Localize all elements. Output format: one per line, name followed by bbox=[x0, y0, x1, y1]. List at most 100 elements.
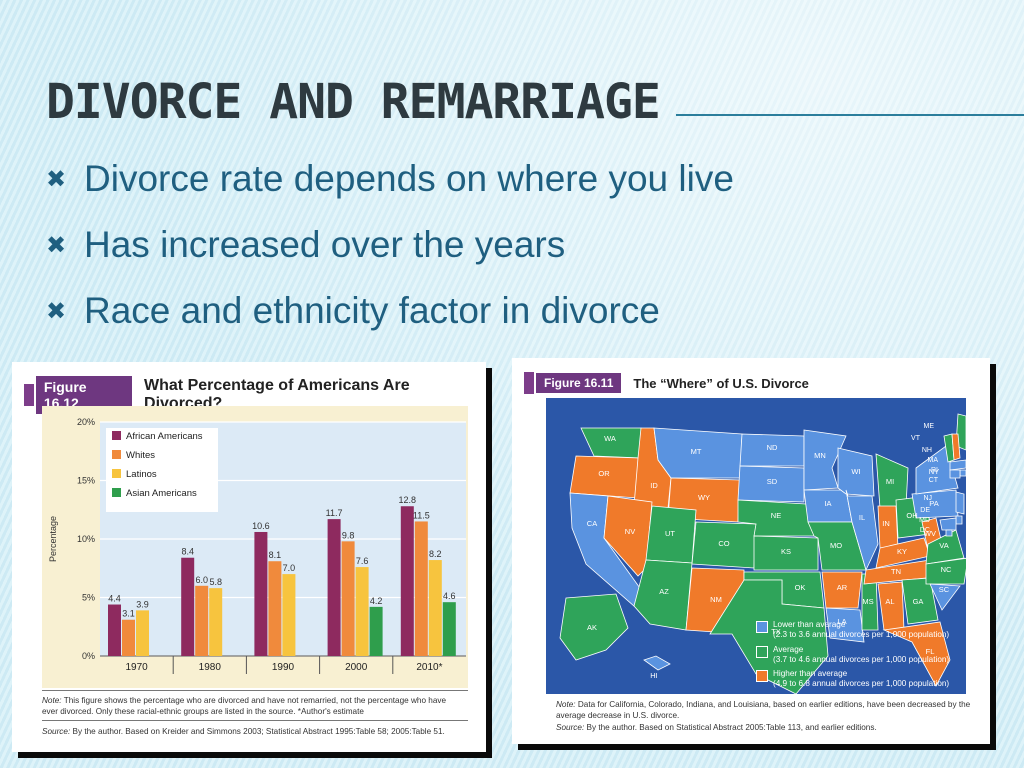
state-nc bbox=[925, 557, 966, 585]
state-ct bbox=[949, 469, 961, 479]
bar bbox=[428, 560, 442, 656]
state-label: FL bbox=[926, 647, 935, 656]
state-label: ME bbox=[924, 423, 935, 430]
state-label: PA bbox=[929, 499, 938, 508]
bar bbox=[181, 557, 195, 656]
bar bbox=[414, 521, 428, 656]
state-label: NC bbox=[941, 565, 952, 574]
state-label: MA bbox=[928, 457, 939, 464]
state-ar bbox=[821, 571, 863, 609]
legend-entry: Asian Americans bbox=[126, 488, 197, 499]
data-label: 12.8 bbox=[399, 495, 417, 505]
state-label: HI bbox=[650, 671, 658, 680]
figure-note: Note: Data for California, Colorado, Ind… bbox=[556, 699, 976, 721]
map-labels: WA OR CA ID NV MT WY UT AZ CO NM ND SD NE KS OK TX MN IA MO… bbox=[587, 423, 952, 680]
bar bbox=[400, 506, 414, 656]
legend-detail: (2.3 to 3.6 annual divorces per 1,000 po… bbox=[773, 630, 950, 640]
y-tick-label: 0% bbox=[82, 651, 95, 661]
data-label: 11.7 bbox=[326, 508, 343, 518]
legend-label: Average bbox=[773, 644, 804, 654]
state-label: NH bbox=[922, 447, 932, 454]
state-ga bbox=[901, 577, 939, 625]
note-label: Note: bbox=[556, 700, 576, 709]
state-label: WV bbox=[924, 529, 936, 538]
data-label: 4.2 bbox=[370, 596, 383, 606]
slide-title: DIVORCE AND REMARRIAGE bbox=[46, 74, 661, 130]
state-label: VT bbox=[911, 435, 921, 442]
legend-swatch-lower bbox=[756, 621, 768, 633]
figure-note: Note: This figure shows the percentage w… bbox=[42, 695, 462, 717]
data-label: 3.1 bbox=[122, 609, 135, 619]
source-text: By the author. Based on Kreider and Simm… bbox=[72, 727, 445, 736]
data-label: 6.0 bbox=[195, 575, 208, 585]
y-tick-label: 5% bbox=[82, 593, 95, 603]
state-label: MO bbox=[830, 541, 842, 550]
note-text: Data for California, Colorado, Indiana, … bbox=[556, 700, 971, 721]
state-de bbox=[955, 515, 963, 525]
figure-rule bbox=[42, 690, 468, 691]
state-label: MN bbox=[814, 451, 826, 460]
legend-swatch bbox=[112, 488, 121, 497]
bar bbox=[195, 585, 209, 656]
state-label: TN bbox=[891, 567, 901, 576]
data-label: 7.6 bbox=[356, 556, 369, 566]
state-label: CO bbox=[718, 539, 729, 548]
state-md bbox=[939, 517, 957, 531]
figure-title: The “Where” of U.S. Divorce bbox=[633, 375, 809, 391]
legend-detail: (4.9 to 6.8 annual divorces per 1,000 po… bbox=[773, 679, 950, 689]
state-mn bbox=[803, 429, 847, 491]
state-label: GA bbox=[913, 597, 924, 606]
bar bbox=[268, 561, 282, 656]
state-label: ND bbox=[767, 443, 778, 452]
state-label: NE bbox=[771, 511, 781, 520]
state-label: KY bbox=[897, 547, 907, 556]
x-tick-label: 2000 bbox=[345, 662, 368, 673]
bar bbox=[341, 541, 355, 656]
bullet-list: ✖ Divorce rate depends on where you live … bbox=[46, 146, 734, 344]
data-label: 8.4 bbox=[181, 547, 194, 557]
state-ma bbox=[949, 459, 966, 471]
x-mark-icon: ✖ bbox=[46, 165, 67, 193]
bullet-item: ✖ Divorce rate depends on where you live bbox=[46, 146, 734, 212]
data-label: 5.8 bbox=[209, 577, 222, 587]
legend-entry: African Americans bbox=[126, 431, 203, 442]
legend-swatch bbox=[112, 431, 121, 440]
bar bbox=[355, 567, 369, 656]
map-legend: Lower than average (2.3 to 3.6 annual div… bbox=[756, 620, 949, 694]
legend-detail: (3.7 to 4.6 annual divorces per 1,000 po… bbox=[773, 654, 950, 664]
us-divorce-map: WA OR CA ID NV MT WY UT AZ CO NM ND SD NE KS OK TX MN IA MO… bbox=[546, 398, 966, 694]
legend-swatch bbox=[112, 469, 121, 478]
bullet-text: Has increased over the years bbox=[84, 224, 566, 265]
state-wi bbox=[837, 447, 875, 497]
map-states bbox=[559, 413, 966, 694]
legend-label: Lower than average bbox=[773, 620, 846, 629]
state-label: MD bbox=[919, 517, 930, 524]
x-tick-label: 1970 bbox=[125, 662, 148, 673]
source-text: By the author. Based on Statistical Abst… bbox=[586, 723, 877, 732]
state-hi bbox=[643, 655, 671, 671]
state-label: AL bbox=[885, 597, 894, 606]
state-label: NV bbox=[625, 527, 635, 536]
state-label: AR bbox=[837, 583, 848, 592]
state-sd bbox=[737, 465, 805, 503]
state-dc bbox=[945, 529, 953, 537]
state-label: VA bbox=[939, 541, 948, 550]
state-label: DC bbox=[920, 527, 930, 534]
state-label: NY bbox=[929, 467, 939, 476]
bullet-item: ✖ Race and ethnicity factor in divorce bbox=[46, 278, 734, 344]
state-nj bbox=[955, 491, 965, 515]
data-label: 11.5 bbox=[413, 510, 430, 520]
legend-swatch-average bbox=[756, 645, 768, 658]
state-label: IL bbox=[859, 513, 865, 522]
bullet-text: Race and ethnicity factor in divorce bbox=[84, 290, 660, 331]
y-tick-label: 10% bbox=[77, 534, 95, 544]
legend-box bbox=[106, 428, 218, 512]
state-nh bbox=[951, 433, 961, 461]
source-label: Source: bbox=[42, 727, 71, 736]
figure-marker bbox=[524, 372, 534, 394]
state-label: DE bbox=[920, 507, 930, 514]
bar bbox=[282, 574, 296, 656]
note-text: This figure shows the percentage who are… bbox=[42, 696, 447, 717]
source-label: Source: bbox=[556, 723, 585, 732]
state-label: MI bbox=[886, 477, 894, 486]
